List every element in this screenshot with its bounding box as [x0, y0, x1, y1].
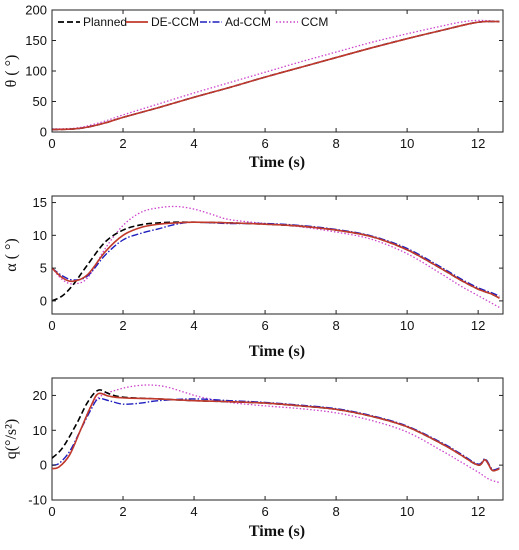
alpha-xtick-label: 2	[119, 318, 126, 333]
q-xtick-label: 4	[190, 504, 197, 519]
legend-label-de-ccm: DE-CCM	[151, 15, 199, 29]
alpha-ylabel: α ( °)	[3, 238, 20, 271]
legend-label-planned: Planned	[83, 15, 127, 29]
legend-label-ad-ccm: Ad-CCM	[225, 15, 271, 29]
q-ylabel: q(°/s²)	[3, 419, 20, 460]
q-ytick-label: 10	[33, 423, 47, 438]
q-series-ad-ccm	[52, 397, 500, 471]
q-ytick-label: 0	[40, 458, 47, 473]
q-xtick-label: 0	[48, 504, 55, 519]
alpha-series-planned	[52, 221, 500, 302]
alpha-xtick-label: 10	[400, 318, 414, 333]
theta-xtick-label: 2	[119, 136, 126, 151]
q-xtick-label: 2	[119, 504, 126, 519]
theta-series-planned	[52, 20, 500, 131]
alpha-xtick-label: 8	[332, 318, 339, 333]
q-series-planned	[52, 389, 500, 472]
q-xlabel: Time (s)	[249, 523, 305, 540]
alpha-ytick-label: 10	[33, 228, 47, 243]
theta-xtick-label: 10	[400, 136, 414, 151]
theta-xtick-label: 6	[261, 136, 268, 151]
theta-series-ccm	[52, 19, 500, 130]
theta-ytick-label: 0	[40, 125, 47, 140]
q-xtick-label: 8	[332, 504, 339, 519]
q-series-ccm	[52, 384, 500, 484]
q-ytick-label: 20	[33, 388, 47, 403]
alpha-xtick-label: 0	[48, 318, 55, 333]
alpha-xtick-label: 12	[471, 318, 485, 333]
alpha-xtick-label: 6	[261, 318, 268, 333]
theta-xtick-label: 4	[190, 136, 197, 151]
alpha-xlabel: Time (s)	[249, 343, 305, 360]
q-xtick-label: 10	[400, 504, 414, 519]
alpha-ytick-label: 0	[40, 293, 47, 308]
theta-ytick-label: 100	[25, 64, 47, 79]
alpha-ytick-label: 15	[33, 195, 47, 210]
alpha-ytick-label: 5	[40, 261, 47, 276]
theta-xtick-label: 0	[48, 136, 55, 151]
alpha-xtick-label: 4	[190, 318, 197, 333]
theta-series-ad-ccm	[52, 20, 500, 131]
theta-xtick-label: 8	[332, 136, 339, 151]
theta-ytick-label: 50	[33, 94, 47, 109]
alpha-series-ad-ccm	[52, 221, 500, 297]
legend: Planned DE-CCM Ad-CCM CCM	[58, 15, 328, 29]
q-axes-frame	[51, 377, 504, 501]
theta-xlabel: Time (s)	[249, 154, 305, 171]
theta-ylabel: θ ( °)	[3, 55, 20, 88]
q-series-de-ccm	[52, 392, 500, 472]
q-xtick-label: 12	[471, 504, 485, 519]
alpha-series-ccm	[52, 205, 500, 309]
theta-ytick-label: 200	[25, 3, 47, 18]
theta-panel: 0 2 4 6 8 10 12 0 50 100 150 200 θ ( °) Time (s) Pl…	[3, 3, 504, 171]
alpha-axes-frame	[51, 195, 504, 315]
alpha-series-de-ccm	[52, 221, 500, 299]
theta-ytick-label: 150	[25, 33, 47, 48]
theta-xtick-label: 12	[471, 136, 485, 151]
q-xtick-label: 6	[261, 504, 268, 519]
theta-series-de-ccm	[52, 20, 500, 131]
legend-label-ccm: CCM	[301, 15, 328, 29]
alpha-panel: 0 2 4 6 8 10 12 0 5 10 15 α ( °) Time (s)	[3, 195, 504, 360]
q-ytick-label: -10	[28, 493, 47, 508]
